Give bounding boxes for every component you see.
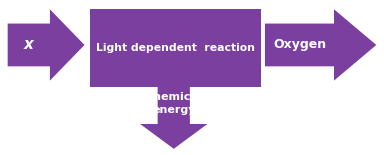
Text: Light dependent  reaction: Light dependent reaction	[96, 43, 255, 53]
Text: x: x	[24, 38, 34, 52]
FancyBboxPatch shape	[90, 9, 261, 87]
Polygon shape	[265, 9, 376, 81]
Text: Oxygen: Oxygen	[273, 38, 326, 51]
Text: Chemical
energy: Chemical energy	[146, 92, 202, 115]
Polygon shape	[8, 9, 84, 81]
Polygon shape	[140, 87, 207, 149]
